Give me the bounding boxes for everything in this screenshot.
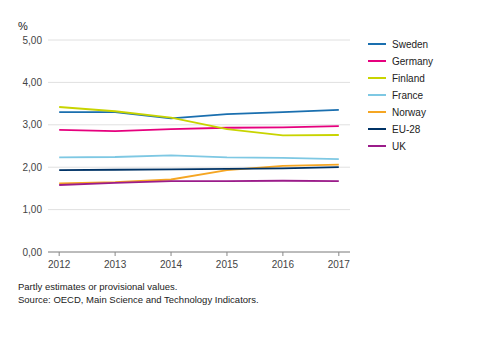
legend-swatch <box>368 43 386 45</box>
legend-swatch <box>368 128 386 130</box>
legend-swatch <box>368 111 386 113</box>
series-line <box>59 110 339 118</box>
series-line <box>59 167 339 170</box>
y-tick-label: 4,00 <box>23 77 43 88</box>
legend-swatch <box>368 94 386 96</box>
x-tick <box>115 252 116 256</box>
legend-label: Norway <box>392 107 426 118</box>
chart: 0,00 1,00 2,00 3,00 4,00 5,00 2012 2013 2014 2015… <box>0 0 492 340</box>
y-tick-label: 3,00 <box>23 119 43 130</box>
legend-swatch <box>368 145 386 147</box>
x-tick-label: 2015 <box>216 259 239 270</box>
x-tick-label: 2017 <box>328 259 351 270</box>
grid-line <box>48 40 350 41</box>
legend-label: EU-28 <box>392 124 421 135</box>
grid-line <box>48 82 350 83</box>
legend-label: Germany <box>392 56 433 67</box>
series-line <box>59 107 339 135</box>
x-tick-label: 2013 <box>104 259 127 270</box>
y-tick-label: 5,00 <box>23 35 43 46</box>
series-line <box>59 155 339 159</box>
x-tick <box>226 252 227 256</box>
legend-label: UK <box>392 141 406 152</box>
y-tick-label: 0,00 <box>23 247 43 258</box>
x-tick-label: 2014 <box>160 259 183 270</box>
grid-line <box>48 209 350 210</box>
legend-swatch <box>368 77 386 79</box>
grid-line <box>48 252 350 253</box>
x-tick <box>59 252 60 256</box>
series-line <box>59 126 339 131</box>
grid-line <box>48 124 350 125</box>
footnote: Partly estimates or provisional values. <box>18 281 177 292</box>
legend-label: France <box>392 90 424 101</box>
series-line <box>59 181 339 185</box>
x-tick-label: 2012 <box>48 259 71 270</box>
footnote: Source: OECD, Main Science and Technolog… <box>18 294 259 305</box>
x-axis-line <box>48 252 350 253</box>
plot-area <box>59 107 339 185</box>
legend-swatch <box>368 60 386 62</box>
x-tick <box>171 252 172 256</box>
legend-label: Finland <box>392 73 425 84</box>
x-tick-label: 2016 <box>272 259 295 270</box>
y-tick-label: 2,00 <box>23 162 43 173</box>
legend-label: Sweden <box>392 39 428 50</box>
x-tick <box>338 252 339 256</box>
y-tick-label: 1,00 <box>23 204 43 215</box>
x-tick <box>282 252 283 256</box>
y-axis-label: % <box>18 20 28 32</box>
